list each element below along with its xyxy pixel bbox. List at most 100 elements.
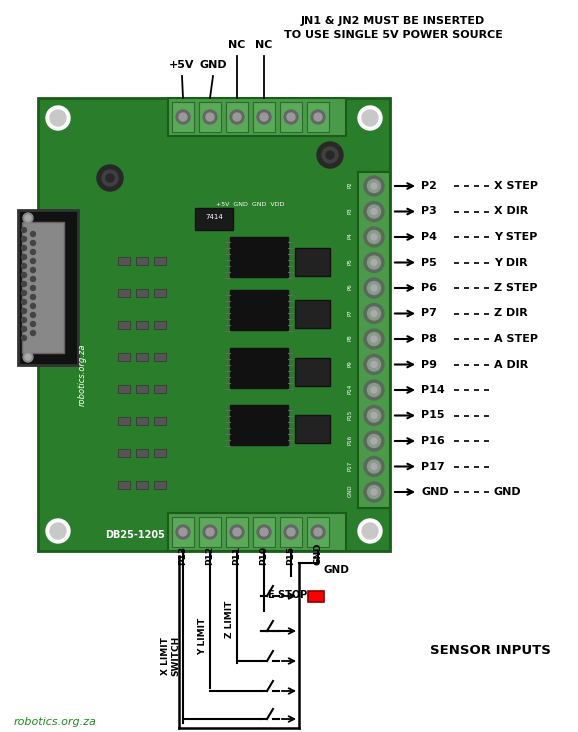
Circle shape <box>364 176 384 196</box>
Circle shape <box>364 304 384 324</box>
Text: TO USE SINGLE 5V POWER SOURCE: TO USE SINGLE 5V POWER SOURCE <box>284 30 502 40</box>
Circle shape <box>50 110 66 126</box>
Circle shape <box>260 528 268 536</box>
Bar <box>253 517 275 547</box>
Bar <box>154 321 166 329</box>
Circle shape <box>371 463 377 469</box>
Text: GND: GND <box>313 542 323 565</box>
Circle shape <box>25 354 31 360</box>
Bar <box>358 172 390 507</box>
Bar <box>136 289 148 297</box>
Text: NC: NC <box>255 40 273 50</box>
Circle shape <box>179 528 187 536</box>
Circle shape <box>362 110 378 126</box>
Circle shape <box>358 519 382 543</box>
Bar <box>136 353 148 361</box>
Text: P5: P5 <box>421 258 437 267</box>
Bar <box>253 102 275 132</box>
Text: 7414: 7414 <box>205 214 223 220</box>
Bar <box>280 102 302 132</box>
Bar <box>136 385 148 393</box>
Circle shape <box>368 332 380 346</box>
Text: X LIMIT
SWITCH: X LIMIT SWITCH <box>161 636 180 676</box>
Circle shape <box>102 170 118 186</box>
Bar <box>295 415 330 443</box>
Circle shape <box>368 384 380 397</box>
Text: GND: GND <box>421 487 449 497</box>
Circle shape <box>371 260 377 266</box>
Circle shape <box>31 294 35 299</box>
Text: P6: P6 <box>347 283 353 291</box>
Text: SENSOR INPUTS: SENSOR INPUTS <box>429 643 550 657</box>
Text: JN1 & JN2 MUST BE INSERTED: JN1 & JN2 MUST BE INSERTED <box>301 16 485 26</box>
Circle shape <box>326 151 334 159</box>
Text: P17: P17 <box>421 461 444 471</box>
Bar <box>168 98 346 136</box>
Circle shape <box>257 110 271 124</box>
Circle shape <box>21 245 27 250</box>
Text: robotics.org.za: robotics.org.za <box>14 717 97 727</box>
Text: P14: P14 <box>421 385 444 395</box>
Bar <box>154 417 166 425</box>
Text: Z LIMIT: Z LIMIT <box>225 600 234 638</box>
Circle shape <box>50 523 66 539</box>
Circle shape <box>25 215 31 221</box>
Bar <box>118 289 130 297</box>
Circle shape <box>368 307 380 320</box>
Bar <box>230 237 288 277</box>
Circle shape <box>31 321 35 326</box>
Circle shape <box>31 285 35 291</box>
Circle shape <box>364 380 384 400</box>
Circle shape <box>317 142 343 168</box>
Circle shape <box>206 113 214 121</box>
Circle shape <box>21 255 27 260</box>
Circle shape <box>364 329 384 349</box>
Text: P16: P16 <box>347 435 353 445</box>
Circle shape <box>364 431 384 451</box>
Bar <box>154 481 166 489</box>
Text: A DIR: A DIR <box>494 359 528 370</box>
Text: P6: P6 <box>421 283 437 293</box>
Circle shape <box>21 299 27 305</box>
Bar <box>307 517 329 547</box>
Circle shape <box>21 318 27 323</box>
Circle shape <box>371 285 377 291</box>
Bar <box>154 353 166 361</box>
Circle shape <box>206 528 214 536</box>
Text: Y DIR: Y DIR <box>494 258 528 267</box>
Circle shape <box>368 485 380 498</box>
Text: GND: GND <box>347 485 353 497</box>
Circle shape <box>368 460 380 473</box>
Text: P3: P3 <box>347 207 353 214</box>
Bar <box>280 517 302 547</box>
Text: P5: P5 <box>347 258 353 265</box>
Text: P9: P9 <box>421 359 437 370</box>
Circle shape <box>371 387 377 393</box>
Bar <box>118 321 130 329</box>
Bar <box>226 517 248 547</box>
Text: NC: NC <box>228 40 246 50</box>
Bar <box>195 208 233 230</box>
Text: A STEP: A STEP <box>494 334 538 344</box>
Circle shape <box>364 278 384 298</box>
Circle shape <box>46 106 70 130</box>
Circle shape <box>358 106 382 130</box>
Text: P15: P15 <box>287 546 295 565</box>
Text: GND: GND <box>323 565 349 575</box>
Circle shape <box>368 282 380 294</box>
Circle shape <box>260 113 268 121</box>
Circle shape <box>371 183 377 189</box>
Bar <box>136 481 148 489</box>
Circle shape <box>364 457 384 477</box>
Text: P3: P3 <box>421 206 437 217</box>
Circle shape <box>368 409 380 422</box>
Text: Z DIR: Z DIR <box>494 308 528 318</box>
Circle shape <box>21 282 27 286</box>
Text: P16: P16 <box>421 436 444 446</box>
Text: P11: P11 <box>232 546 242 565</box>
Circle shape <box>203 525 217 539</box>
Text: Y LIMIT: Y LIMIT <box>198 617 207 654</box>
Circle shape <box>203 110 217 124</box>
Bar <box>118 449 130 457</box>
Bar <box>168 513 346 551</box>
